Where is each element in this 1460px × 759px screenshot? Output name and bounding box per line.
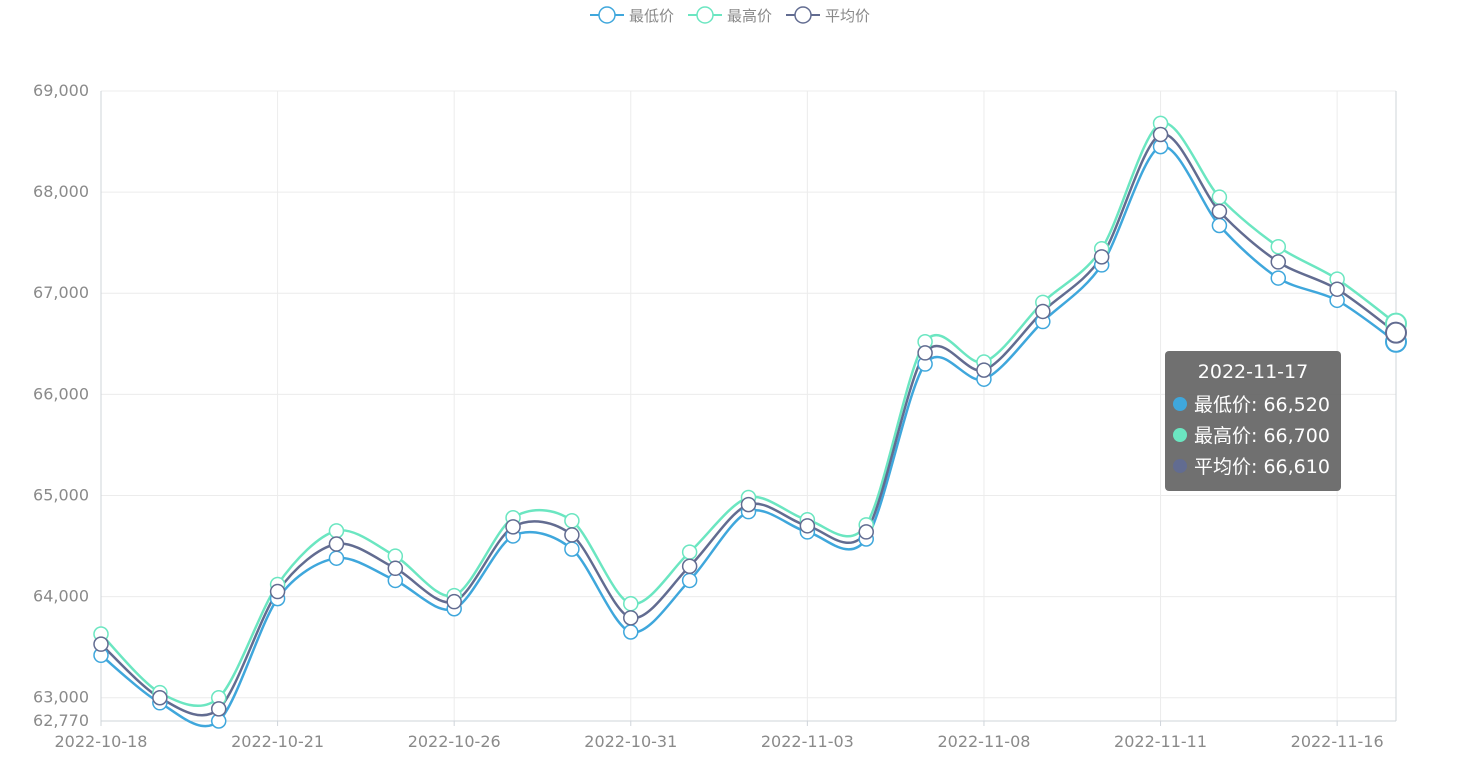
data-point[interactable] [858, 524, 874, 540]
legend-item-max-price[interactable]: 最高价 [687, 4, 772, 26]
x-tick-label: 2022-11-11 [1114, 732, 1207, 751]
data-point[interactable] [564, 527, 580, 543]
data-point[interactable] [1211, 217, 1228, 234]
data-point[interactable] [1329, 281, 1345, 297]
data-point[interactable] [1035, 303, 1051, 320]
tooltip: 2022-11-17 最低价: 66,520 最高价: 66,700 平均价: … [1165, 351, 1341, 491]
data-point[interactable] [328, 536, 345, 552]
x-tick-label: 2022-10-21 [231, 732, 324, 751]
legend-line-circle-icon [589, 6, 624, 24]
y-tick-label: 67,000 [33, 283, 89, 302]
tooltip-row-max: 最高价: 66,700 [1173, 419, 1333, 450]
data-point[interactable] [1211, 203, 1228, 220]
tooltip-dot [1173, 458, 1187, 473]
data-point[interactable] [564, 541, 580, 557]
data-point[interactable] [681, 558, 698, 575]
tooltip-row-min: 最低价: 66,520 [1173, 388, 1333, 419]
data-point[interactable] [623, 610, 639, 626]
y-tick-label: 64,000 [33, 587, 89, 606]
x-tick-label: 2022-11-03 [761, 732, 854, 751]
legend-line-circle-icon [687, 6, 722, 24]
tooltip-row-avg: 平均价: 66,610 [1173, 450, 1333, 481]
data-point[interactable] [1270, 254, 1287, 270]
legend-label: 平均价 [825, 6, 871, 25]
data-point[interactable] [328, 550, 345, 566]
y-tick-label: 68,000 [33, 182, 89, 201]
y-tick-label: 62,770 [33, 711, 89, 730]
legend-item-min-price[interactable]: 最低价 [589, 4, 674, 26]
data-point[interactable] [681, 544, 698, 560]
data-point[interactable] [976, 362, 992, 378]
legend-line-circle-icon [786, 6, 820, 24]
x-tick-label: 2022-10-18 [55, 732, 148, 751]
axes: 62,770 63,000 64,000 65,000 66,000 67,000 68,0… [33, 81, 1397, 751]
data-point[interactable] [740, 496, 757, 513]
data-point[interactable] [446, 593, 462, 610]
data-point[interactable] [505, 519, 521, 535]
tooltip-dot [1173, 396, 1187, 411]
legend: 最低价 最高价 平均价 [0, 4, 1460, 26]
data-point[interactable] [1093, 249, 1110, 265]
tooltip-row-label: 最低价: 66,520 [1194, 394, 1330, 416]
data-point[interactable] [1152, 126, 1169, 143]
data-point[interactable] [387, 560, 404, 577]
tooltip-title: 2022-11-17 [1197, 361, 1309, 383]
data-point[interactable] [1211, 189, 1228, 205]
tooltip-dot [1173, 427, 1187, 442]
legend-item-avg-price[interactable]: 平均价 [786, 4, 870, 26]
data-point[interactable] [564, 513, 580, 529]
data-point[interactable] [917, 345, 933, 361]
y-tick-label: 69,000 [33, 81, 89, 100]
data-point[interactable] [1270, 270, 1287, 286]
x-tick-label: 2022-10-26 [408, 732, 501, 751]
x-tick-label: 2022-10-31 [584, 732, 677, 751]
data-point[interactable] [210, 701, 227, 717]
data-point[interactable] [623, 595, 639, 612]
y-tick-label: 65,000 [33, 485, 89, 504]
tooltip-row-label: 最高价: 66,700 [1194, 425, 1330, 447]
data-point[interactable] [1270, 238, 1287, 255]
data-point[interactable] [799, 518, 816, 534]
data-point[interactable] [328, 523, 345, 539]
data-point[interactable] [623, 624, 639, 640]
tooltip-row-label: 平均价: 66,610 [1194, 456, 1330, 478]
data-point[interactable] [1385, 321, 1407, 344]
data-point[interactable] [93, 636, 109, 652]
data-point[interactable] [152, 689, 168, 706]
y-tick-label: 63,000 [33, 688, 89, 707]
legend-label: 最低价 [628, 6, 674, 25]
y-tick-label: 66,000 [33, 384, 89, 403]
legend-label: 最高价 [726, 6, 772, 25]
data-points[interactable] [93, 115, 1407, 729]
grid-lines [100, 90, 1396, 721]
x-tick-label: 2022-11-08 [937, 732, 1030, 751]
data-point[interactable] [681, 572, 698, 589]
x-tick-label: 2022-11-16 [1291, 732, 1384, 751]
data-point[interactable] [269, 583, 286, 600]
